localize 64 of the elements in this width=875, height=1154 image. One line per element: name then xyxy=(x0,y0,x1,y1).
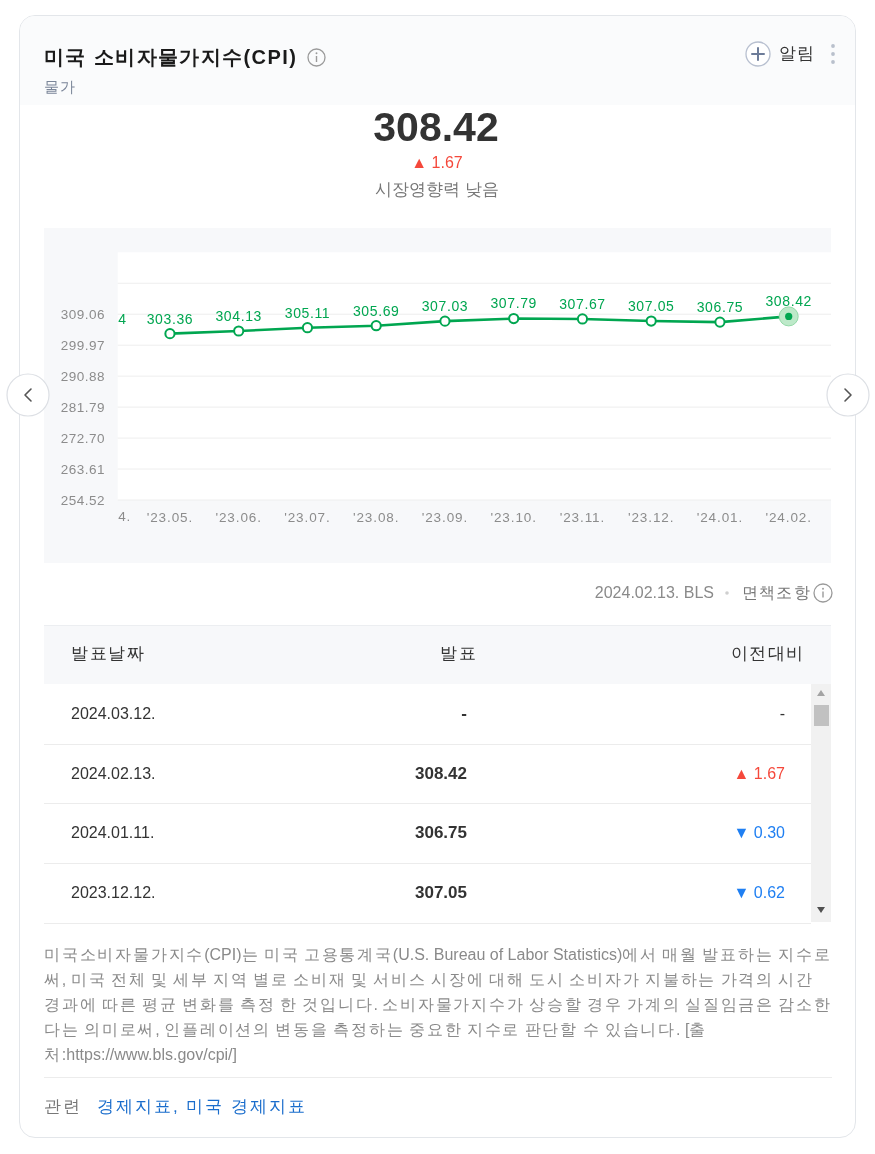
y-tick-label: 290.88 xyxy=(60,368,105,384)
data-label: 307.67 xyxy=(559,295,606,312)
text: - xyxy=(779,704,785,724)
point xyxy=(714,316,726,328)
text: 발표 xyxy=(440,643,478,665)
annotation: 4 xyxy=(118,310,127,328)
text: 경제지표, 미국 경제지표 xyxy=(97,1096,308,1118)
data-label: 304.13 xyxy=(215,307,262,324)
text: ▼ 0.30 xyxy=(733,823,785,843)
text: 2024.01.11. xyxy=(71,823,155,843)
text: 306.75 xyxy=(415,823,467,844)
text: 면책조항 xyxy=(742,583,811,603)
text: ▼ 0.62 xyxy=(733,883,785,903)
text: 2024.03.12. xyxy=(71,704,156,724)
chart-subtitle: 물가 xyxy=(44,78,76,96)
point xyxy=(370,320,382,332)
y-tick-label: 309.06 xyxy=(60,306,105,322)
text: 2024.02.13. BLS xyxy=(594,583,714,603)
y-tick-label: 281.79 xyxy=(60,399,105,415)
data-label: 305.69 xyxy=(352,302,400,319)
text: 미국소비자물가지수(CPI)는 미국 고용통계국(U.S. Bureau of Labor Statistics)에서 매월 발표하는 지수로써, 미국 전체 및 세부 지역 별로 소비재 및 서비스 시장에 대해 도시 소비자가 지불하는 가격의 시간 경과에 따른 평균 변화를 측정 한 것입니다. 소비자물가지수가 상승할 경우 가계의 실질임금은 감소한다는 의미로써, 인플레이션의 변동을 측정하는 중요한 지수로 판단할 수 있습니다. [출처:https://www.bls.gov/cpi/] xyxy=(44,946,832,1063)
text: 발표날짜 xyxy=(71,643,146,665)
text: 알림 xyxy=(779,43,814,65)
point xyxy=(645,315,657,327)
point xyxy=(439,315,451,327)
text: ▲ 1.67 xyxy=(411,153,463,173)
y-tick-label: 254.52 xyxy=(60,492,105,508)
text: ▲ 1.67 xyxy=(733,764,785,784)
data-label: 303.36 xyxy=(146,310,194,327)
y-tick-label: 272.70 xyxy=(60,430,105,446)
chart-title: 미국 소비자물가지수(CPI) xyxy=(44,45,298,69)
point xyxy=(164,328,176,340)
data-label: 307.05 xyxy=(627,297,675,314)
text: 4. xyxy=(118,508,132,526)
data-label: 305.11 xyxy=(284,304,331,321)
x-tick-label: '24.02. xyxy=(765,509,812,525)
text: 시장영향력 낮음 xyxy=(375,179,499,201)
x-tick-label: '23.05. xyxy=(146,509,194,525)
y-tick-label: 263.61 xyxy=(60,461,105,477)
data-label: 306.75 xyxy=(696,298,744,315)
data-label: 307.79 xyxy=(490,295,537,312)
text: 308.42 xyxy=(373,103,499,153)
point xyxy=(576,313,589,325)
point xyxy=(508,312,520,325)
x-tick-label: '23.08. xyxy=(352,509,400,525)
text: 이전대비 xyxy=(730,643,805,665)
text: 2023.12.12. xyxy=(71,883,156,903)
text: 307.05 xyxy=(415,882,467,904)
data-label: 307.03 xyxy=(421,298,469,315)
text: 관련 xyxy=(44,1096,82,1118)
x-tick-label: '23.07. xyxy=(284,509,331,525)
x-tick-label: '23.10. xyxy=(490,509,537,525)
point xyxy=(233,325,245,337)
x-tick-label: '23.06. xyxy=(215,509,262,525)
text: 308.42 xyxy=(415,763,467,784)
text: - xyxy=(461,703,467,725)
x-tick-label: '23.11. xyxy=(559,509,606,525)
x-tick-label: '24.01. xyxy=(696,509,744,525)
point xyxy=(301,322,314,334)
data-label: 308.42 xyxy=(765,293,812,310)
x-tick-label: '23.12. xyxy=(627,509,675,525)
y-tick-label: 299.97 xyxy=(60,337,105,353)
text: 2024.02.13. xyxy=(71,764,156,784)
x-tick-label: '23.09. xyxy=(421,509,469,525)
